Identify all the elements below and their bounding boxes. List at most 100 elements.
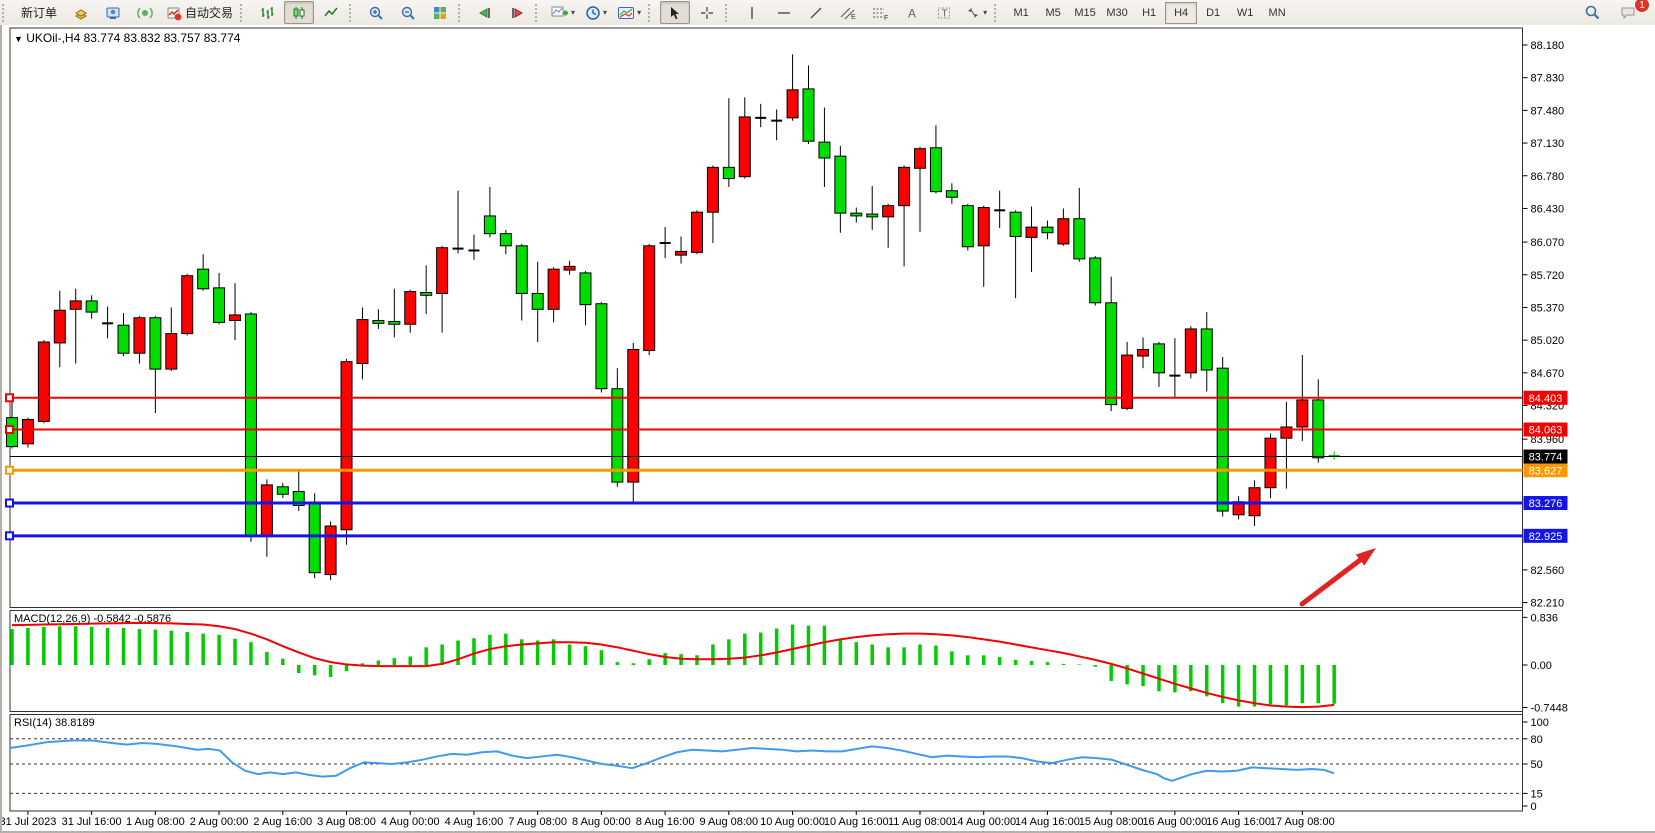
time-axis-label: 8 Aug 16:00 [636,816,695,828]
toolbar-grip[interactable] [535,3,544,22]
svg-text:A: A [908,6,916,20]
price-axis-label: 88.180 [1531,40,1565,52]
equidistant-channel-icon[interactable]: E [833,1,863,24]
timeframe-d1[interactable]: D1 [1206,6,1221,19]
price-tag [1523,496,1568,511]
auto-scroll-icon[interactable] [470,1,500,24]
annotation-arrow[interactable] [1299,552,1369,607]
level-line-handle[interactable] [5,393,14,403]
candle-body-bull [579,272,592,306]
tile-windows-icon[interactable] [425,1,455,24]
trendline-icon[interactable] [801,1,831,24]
price-axis-label: 86.070 [1531,237,1565,249]
candle-body-bull [531,292,544,310]
line-chart-icon[interactable] [316,1,346,24]
rsi-panel[interactable] [9,714,1523,812]
toolbar-grip[interactable] [648,3,657,22]
time-axis-label: 3 Aug 08:00 [317,816,376,828]
price-axis-label: 85.020 [1531,335,1565,347]
timeframe-h4[interactable]: H4 [1165,1,1198,24]
arrows-shapes-icon[interactable]: ▾ [961,1,991,24]
chart-title: ▼ UKOil-,H4 83.774 83.832 83.757 83.774 [14,31,240,45]
chart-ohlc: 83.774 83.832 83.757 83.774 [83,31,241,45]
zoom-out-icon[interactable] [393,1,423,24]
candle-body-bull [1216,367,1229,512]
svg-text:E: E [851,14,856,21]
level-line-handle[interactable] [5,498,14,508]
chart-dropdown-icon[interactable]: ▼ [14,34,23,44]
terminal-icon[interactable] [98,1,128,24]
candle-body-bear [21,419,34,445]
crosshair-icon[interactable] [692,1,722,24]
rsi-axis-label: 50 [1531,759,1543,771]
fibonacci-icon[interactable]: F [865,1,895,24]
candle-body-bull [818,141,831,159]
candle-body-bear [898,166,911,207]
timeframe-mn[interactable]: MN [1268,6,1286,19]
chart-shift-icon[interactable] [502,1,532,24]
toolbar-grip[interactable] [994,3,1003,22]
time-axis-label: 10 Aug 00:00 [760,816,825,828]
search-icon[interactable] [1577,1,1607,24]
vertical-line-icon[interactable] [737,1,767,24]
signal-icon[interactable] [130,1,160,24]
periods-clock-icon[interactable]: ▾ [581,1,611,24]
candle-body-bear [690,211,703,253]
candle-body-bull [595,303,608,390]
templates-icon[interactable]: ▾ [613,1,645,24]
macd-axis-label: 0.00 [1531,660,1552,672]
candle-body-bull [1041,226,1054,234]
timeframe-m15[interactable]: M15 [1074,6,1096,19]
timeframe-m5[interactable]: M5 [1045,6,1061,19]
candle-body-bear [786,89,799,119]
candle-body-bear [706,166,719,213]
candle-body-bull [372,320,385,324]
time-axis-label: 14 Aug 00:00 [951,816,1016,828]
add-indicator-icon[interactable]: ▾ [547,1,579,24]
history-center-icon[interactable] [66,1,96,24]
price-tag [1523,422,1568,437]
notifications-icon[interactable]: 1 [1614,0,1650,24]
toolbar-grip[interactable] [458,3,467,22]
rsi-axis-label: 0 [1531,801,1537,813]
macd-panel[interactable] [9,610,1523,712]
candle-body-bull [1009,211,1022,237]
candle-body-bull [611,388,624,483]
new-order-button[interactable]: 新订单 [21,6,58,20]
toolbar-grip[interactable] [725,3,734,22]
timeframe-h1[interactable]: H1 [1142,6,1157,19]
time-axis-label: 1 Aug 08:00 [126,816,185,828]
auto-trading-button[interactable]: 自动交易 [162,1,237,24]
rsi-axis-label: 15 [1531,788,1543,800]
chart-canvas[interactable]: 88.180 87.830 87.480 87.130 86.780 86.430 86.0… [2,25,1655,831]
toolbar-grip[interactable] [240,3,249,22]
toolbar-grip[interactable] [2,3,11,22]
time-axis-label: 16 Aug 00:00 [1142,816,1207,828]
cursor-icon[interactable] [660,1,691,24]
timeframe-m30[interactable]: M30 [1106,6,1128,19]
price-axis-label: 82.210 [1531,598,1565,610]
dropdown-caret: ▾ [603,8,608,17]
timeframe-w1[interactable]: W1 [1236,6,1254,19]
price-axis-label: 87.130 [1531,138,1565,150]
candle-body-bull [515,245,528,294]
zoom-in-icon[interactable] [361,1,391,24]
toolbar-grip[interactable] [349,3,358,22]
level-line-handle[interactable] [5,425,14,435]
horizontal-line-icon[interactable] [769,1,799,24]
dropdown-caret: ▾ [983,8,988,17]
text-label-icon[interactable]: T [929,1,959,24]
bar-chart-icon[interactable] [252,1,282,24]
time-axis-label: 16 Aug 16:00 [1206,816,1271,828]
candle-body-bull [388,320,401,325]
level-line-handle[interactable] [5,465,14,475]
candlestick-chart-icon[interactable] [284,1,315,24]
price-tag-label: 84.063 [1529,425,1563,437]
time-axis-label: 9 Aug 08:00 [699,816,758,828]
text-icon[interactable]: A [897,1,927,24]
timeframe-m1[interactable]: M1 [1013,6,1029,19]
rsi-indicator-label: RSI(14) 38.8189 [14,717,95,729]
level-line-handle[interactable] [5,531,14,541]
candle-body-bull [483,215,496,235]
candle-body-bear [675,250,688,256]
